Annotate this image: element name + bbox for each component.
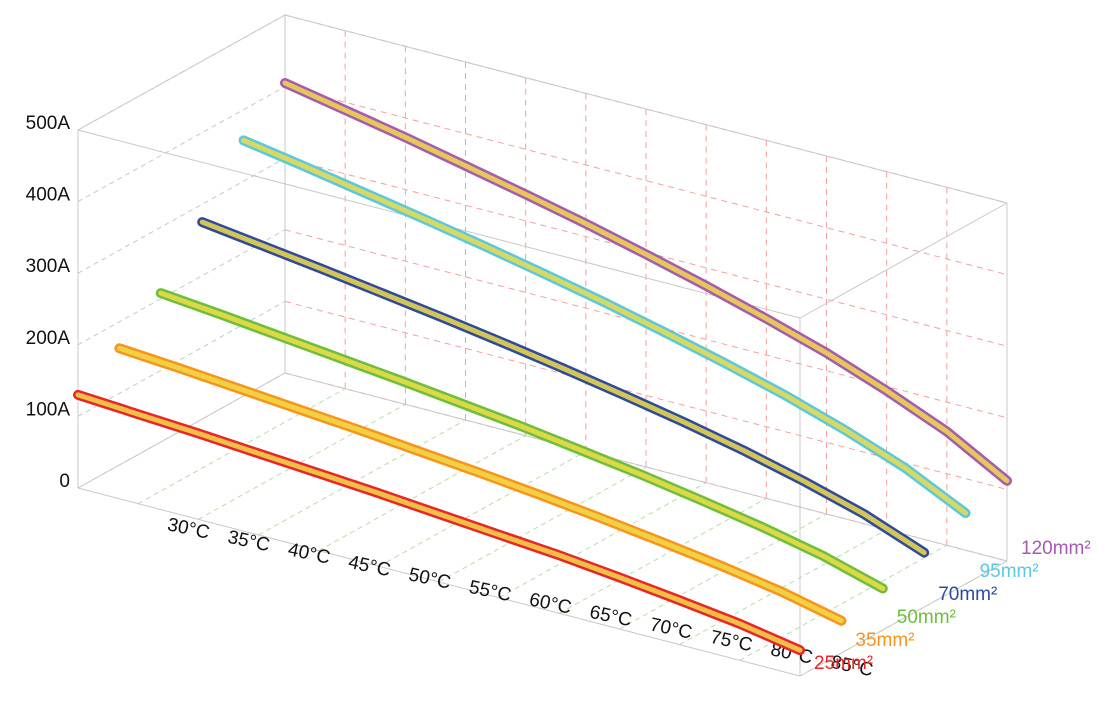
axis-box	[77, 487, 801, 677]
legend-label: 35mm²	[855, 630, 914, 651]
grid-line	[559, 497, 767, 614]
series-line-highlight	[199, 219, 927, 556]
grid-line	[318, 435, 526, 552]
y-tick-label: 300A	[26, 256, 71, 277]
y-tick-label: 200A	[26, 328, 71, 349]
x-tick-label: 45°C	[346, 552, 392, 581]
y-tick-label: 500A	[26, 113, 71, 134]
x-tick-label: 35°C	[226, 527, 272, 556]
series-line-highlight	[75, 392, 803, 653]
legend-label: 95mm²	[980, 561, 1039, 582]
legend-label: 25mm²	[814, 653, 873, 674]
x-tick-label: 40°C	[286, 539, 332, 568]
grid-line	[77, 157, 286, 274]
axis-box	[799, 560, 1008, 677]
axis-box	[284, 14, 1008, 204]
grid-line	[438, 466, 647, 583]
y-tick-label: 400A	[26, 185, 71, 206]
axis-box	[799, 202, 1008, 319]
x-tick-label: 30°C	[165, 514, 211, 543]
x-tick-label: 55°C	[467, 577, 513, 606]
x-tick-label: 70°C	[648, 614, 694, 643]
series-line-highlight	[158, 290, 886, 591]
grid-line	[77, 229, 286, 346]
axis-box	[77, 14, 286, 131]
grid-line	[378, 450, 587, 567]
x-tick-label: 65°C	[588, 602, 634, 631]
series-line-highlight	[116, 345, 844, 624]
legend-label: 70mm²	[938, 584, 997, 605]
y-tick-label: 100A	[26, 399, 71, 420]
grid-line	[258, 419, 466, 536]
series-line-highlight	[282, 80, 1010, 484]
x-tick-label: 50°C	[407, 564, 453, 593]
legend-label: 120mm²	[1021, 538, 1091, 559]
grid-line	[77, 300, 286, 417]
grid-line	[498, 482, 707, 599]
legend-label: 50mm²	[897, 607, 956, 628]
y-tick-label: 0	[59, 471, 70, 492]
grid-line	[77, 86, 286, 203]
x-tick-label: 60°C	[527, 589, 573, 618]
series-line-highlight	[241, 137, 969, 516]
grid-line	[198, 403, 406, 520]
